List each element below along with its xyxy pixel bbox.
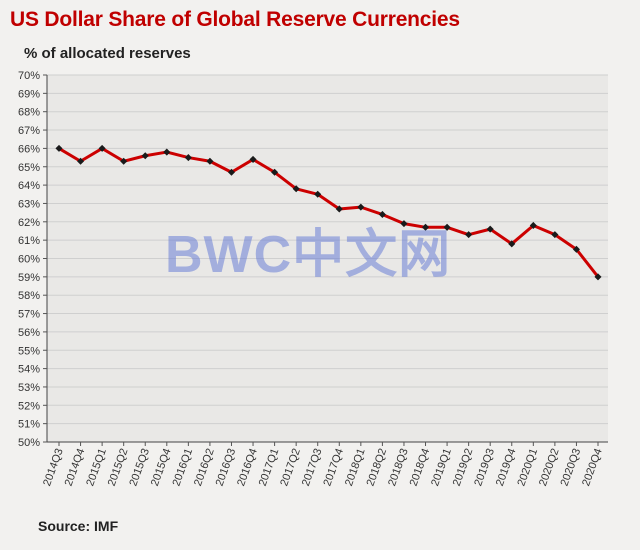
- data-point: [141, 152, 149, 160]
- y-tick-label: 67%: [18, 125, 40, 137]
- y-tick-label: 57%: [18, 309, 40, 321]
- y-tick-label: 64%: [18, 180, 40, 192]
- y-tick-label: 60%: [18, 254, 40, 266]
- x-tick-label: 2017Q4: [321, 447, 346, 488]
- data-point: [421, 223, 430, 231]
- data-point: [551, 231, 559, 239]
- x-tick-label: 2016Q3: [214, 447, 239, 488]
- y-tick-label: 62%: [18, 217, 40, 229]
- data-point: [55, 144, 63, 152]
- data-point: [486, 225, 494, 233]
- x-tick-label: 2019Q3: [472, 447, 497, 488]
- data-point: [98, 144, 106, 152]
- x-tick-label: 2015Q1: [84, 447, 109, 488]
- x-tick-label: 2016Q2: [192, 447, 217, 488]
- x-tick-label: 2019Q4: [494, 447, 519, 488]
- data-point: [227, 168, 236, 176]
- y-tick-label: 51%: [18, 419, 40, 431]
- data-point: [271, 168, 279, 176]
- x-tick-label: 2017Q3: [300, 447, 325, 488]
- data-point: [378, 210, 386, 218]
- y-tick-label: 66%: [18, 143, 40, 155]
- data-point: [249, 155, 257, 163]
- y-tick-label: 56%: [18, 327, 40, 339]
- x-tick-label: 2019Q2: [451, 447, 476, 488]
- y-tick-label: 54%: [18, 364, 40, 376]
- x-tick-label: 2014Q3: [41, 447, 66, 488]
- data-point: [77, 157, 85, 165]
- data-point: [206, 157, 214, 165]
- chart-title: US Dollar Share of Global Reserve Curren…: [10, 8, 460, 31]
- x-tick-label: 2020Q4: [580, 447, 605, 488]
- y-tick-label: 53%: [18, 382, 40, 394]
- data-point: [292, 185, 300, 193]
- x-tick-label: 2018Q2: [365, 447, 390, 488]
- x-tick-label: 2020Q2: [537, 447, 562, 488]
- y-tick-label: 58%: [18, 290, 40, 302]
- data-point: [594, 273, 602, 281]
- data-point: [529, 221, 537, 230]
- x-tick-label: 2015Q3: [127, 447, 152, 488]
- x-tick-label: 2018Q4: [408, 447, 433, 488]
- chart-subtitle: % of allocated reserves: [24, 45, 191, 62]
- y-tick-label: 65%: [18, 162, 40, 174]
- x-tick-label: 2017Q1: [257, 447, 282, 488]
- y-tick-label: 69%: [18, 88, 40, 100]
- y-tick-label: 59%: [18, 272, 40, 284]
- data-point: [357, 203, 365, 211]
- x-tick-label: 2018Q3: [386, 447, 411, 488]
- data-point: [314, 190, 322, 198]
- x-tick-label: 2015Q2: [106, 447, 131, 488]
- y-tick-label: 63%: [18, 198, 40, 210]
- data-point: [508, 240, 516, 248]
- y-tick-label: 68%: [18, 107, 40, 119]
- gridlines: [47, 74, 608, 443]
- source-note: Source: IMF: [38, 518, 119, 534]
- x-tick-label: 2018Q1: [343, 447, 368, 488]
- x-tick-label: 2020Q1: [515, 447, 540, 488]
- y-tick-label: 61%: [18, 235, 40, 247]
- y-tick-label: 52%: [18, 400, 40, 412]
- data-point: [465, 231, 473, 239]
- data-point: [120, 157, 128, 165]
- x-tick-label: 2019Q1: [429, 447, 454, 488]
- y-axis-ticks: 50% 51% 52% 53% 54% 55% 56% 57% 58% 59% 60% 61% 62% 6…: [18, 70, 47, 449]
- y-tick-label: 70%: [18, 70, 40, 82]
- data-point: [184, 154, 192, 162]
- data-point: [400, 220, 408, 228]
- data-point: [572, 245, 580, 253]
- x-tick-label: 2020Q3: [559, 447, 584, 488]
- data-point: [443, 223, 451, 231]
- series-line: [58, 146, 600, 278]
- y-tick-label: 50%: [18, 437, 40, 449]
- x-axis-ticks: 2014Q32014Q42015Q12015Q22015Q32015Q42016…: [41, 442, 605, 488]
- y-tick-label: 55%: [18, 345, 40, 357]
- x-tick-label: 2017Q2: [278, 447, 303, 488]
- x-tick-label: 2015Q4: [149, 447, 174, 488]
- data-point: [335, 205, 343, 213]
- series-group: [55, 144, 602, 281]
- x-tick-label: 2016Q1: [171, 447, 196, 488]
- x-tick-label: 2014Q4: [63, 447, 88, 488]
- data-point: [163, 148, 171, 156]
- x-tick-label: 2016Q4: [235, 447, 260, 488]
